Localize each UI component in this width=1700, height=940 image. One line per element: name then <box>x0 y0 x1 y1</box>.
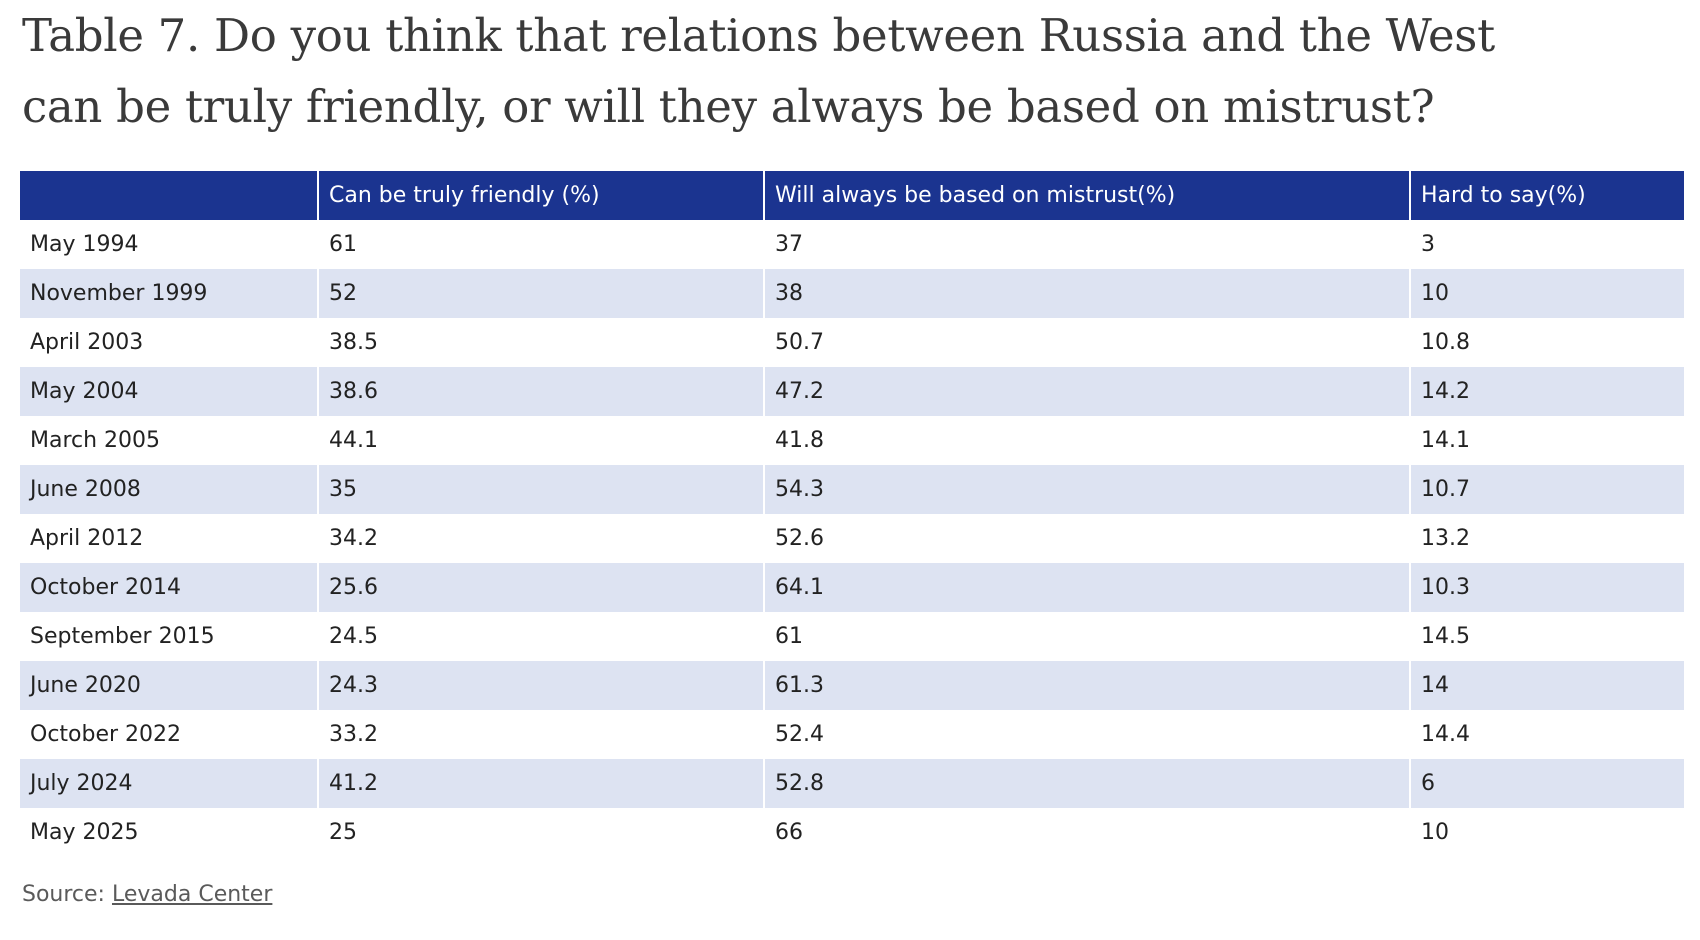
row-label-cell: May 2025 <box>20 808 318 857</box>
value-cell: 10 <box>1409 808 1684 857</box>
row-label-cell: November 1999 <box>20 269 318 318</box>
source-link[interactable]: Levada Center <box>111 882 273 907</box>
table-title-line-1: Table 7. Do you think that relations bet… <box>22 9 1495 62</box>
table-body: May 1994 61 37 3 November 1999 52 38 10 April 20… <box>20 220 1684 857</box>
table-header-row: Can be truly friendly (%) Will always be … <box>20 171 1684 220</box>
value-cell: 14.1 <box>1409 416 1684 465</box>
table-row: April 2012 34.2 52.6 13.2 <box>20 514 1684 563</box>
value-cell: 14.5 <box>1409 612 1684 661</box>
table-row: March 2005 44.1 41.8 14.1 <box>20 416 1684 465</box>
row-label-cell: October 2022 <box>20 710 318 759</box>
column-header: Hard to say(%) <box>1409 171 1684 220</box>
value-cell: 10.8 <box>1409 318 1684 367</box>
value-cell: 54.3 <box>763 465 1410 514</box>
row-label-cell: April 2003 <box>20 318 318 367</box>
value-cell: 14 <box>1409 661 1684 710</box>
value-cell: 3 <box>1409 220 1684 269</box>
value-cell: 34.2 <box>317 514 764 563</box>
value-cell: 14.4 <box>1409 710 1684 759</box>
value-cell: 61 <box>763 612 1410 661</box>
row-label-cell: May 1994 <box>20 220 318 269</box>
value-cell: 38.5 <box>317 318 764 367</box>
row-label-cell: July 2024 <box>20 759 318 808</box>
value-cell: 10.3 <box>1409 563 1684 612</box>
row-label-cell: June 2020 <box>20 661 318 710</box>
value-cell: 37 <box>763 220 1410 269</box>
table-row: September 2015 24.5 61 14.5 <box>20 612 1684 661</box>
value-cell: 6 <box>1409 759 1684 808</box>
value-cell: 38 <box>763 269 1410 318</box>
column-header: Will always be based on mistrust(%) <box>763 171 1410 220</box>
table-row: June 2020 24.3 61.3 14 <box>20 661 1684 710</box>
table-title-line-2: can be truly friendly, or will they alwa… <box>22 80 1435 133</box>
value-cell: 52.4 <box>763 710 1410 759</box>
row-label-cell: September 2015 <box>20 612 318 661</box>
value-cell: 10 <box>1409 269 1684 318</box>
value-cell: 25 <box>317 808 764 857</box>
value-cell: 24.3 <box>317 661 764 710</box>
source-prefix: Source: <box>22 882 105 907</box>
value-cell: 44.1 <box>317 416 764 465</box>
table-row: November 1999 52 38 10 <box>20 269 1684 318</box>
value-cell: 14.2 <box>1409 367 1684 416</box>
table-row: April 2003 38.5 50.7 10.8 <box>20 318 1684 367</box>
column-header <box>20 171 318 220</box>
value-cell: 61 <box>317 220 764 269</box>
source-note: Source: Levada Center <box>22 882 272 907</box>
table-row: June 2008 35 54.3 10.7 <box>20 465 1684 514</box>
row-label-cell: October 2014 <box>20 563 318 612</box>
table-row: October 2022 33.2 52.4 14.4 <box>20 710 1684 759</box>
value-cell: 41.2 <box>317 759 764 808</box>
value-cell: 24.5 <box>317 612 764 661</box>
value-cell: 52.8 <box>763 759 1410 808</box>
row-label-cell: June 2008 <box>20 465 318 514</box>
value-cell: 61.3 <box>763 661 1410 710</box>
value-cell: 47.2 <box>763 367 1410 416</box>
column-header: Can be truly friendly (%) <box>317 171 764 220</box>
table-row: May 1994 61 37 3 <box>20 220 1684 269</box>
table-row: May 2004 38.6 47.2 14.2 <box>20 367 1684 416</box>
value-cell: 10.7 <box>1409 465 1684 514</box>
value-cell: 50.7 <box>763 318 1410 367</box>
value-cell: 66 <box>763 808 1410 857</box>
value-cell: 52 <box>317 269 764 318</box>
value-cell: 52.6 <box>763 514 1410 563</box>
value-cell: 25.6 <box>317 563 764 612</box>
value-cell: 33.2 <box>317 710 764 759</box>
row-label-cell: May 2004 <box>20 367 318 416</box>
value-cell: 13.2 <box>1409 514 1684 563</box>
value-cell: 64.1 <box>763 563 1410 612</box>
row-label-cell: March 2005 <box>20 416 318 465</box>
table-row: July 2024 41.2 52.8 6 <box>20 759 1684 808</box>
table-row: October 2014 25.6 64.1 10.3 <box>20 563 1684 612</box>
value-cell: 41.8 <box>763 416 1410 465</box>
value-cell: 35 <box>317 465 764 514</box>
value-cell: 38.6 <box>317 367 764 416</box>
data-table: Can be truly friendly (%) Will always be … <box>20 171 1684 857</box>
table-title: Table 7. Do you think that relations bet… <box>22 0 1662 142</box>
row-label-cell: April 2012 <box>20 514 318 563</box>
table-row: May 2025 25 66 10 <box>20 808 1684 857</box>
